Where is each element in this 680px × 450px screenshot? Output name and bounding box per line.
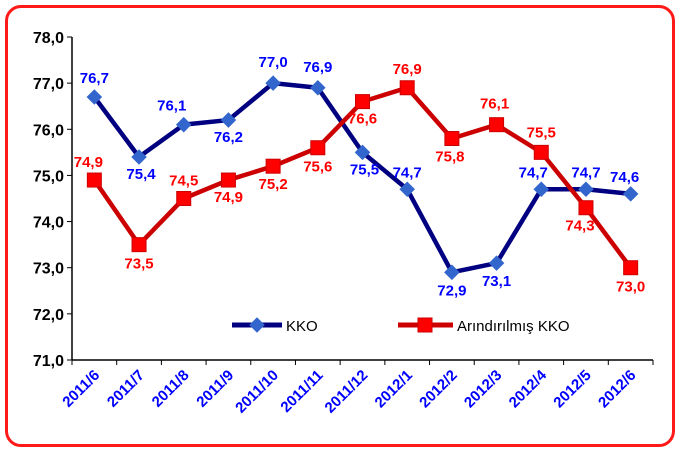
kko-point-marker — [354, 144, 371, 161]
x-tick-label: 2012/3 — [461, 367, 505, 411]
kko-data-label: 75,4 — [126, 166, 156, 183]
kko-data-label: 74,7 — [393, 164, 422, 181]
kko-point-marker — [533, 181, 550, 198]
y-tick-label: 71,0 — [33, 353, 64, 370]
arindirilmis-kko-point-marker — [399, 80, 415, 96]
kko-data-label: 76,2 — [214, 129, 243, 146]
y-tick-label: 78,0 — [33, 30, 64, 47]
arindirilmis-kko-data-label: 76,9 — [393, 61, 422, 78]
y-tick-label: 76,0 — [33, 122, 64, 139]
kko-data-label: 76,9 — [303, 59, 332, 76]
arindirilmis-kko-point-marker — [444, 131, 460, 147]
arindirilmis-kko-data-label: 74,3 — [565, 218, 594, 235]
kko-data-label: 74,6 — [610, 169, 639, 186]
kko-data-label: 76,1 — [157, 98, 186, 115]
arindirilmis-kko-point-marker — [220, 172, 236, 188]
arindirilmis-kko-data-label: 76,6 — [348, 111, 377, 128]
y-tick-label: 72,0 — [33, 307, 64, 324]
arindirilmis-kko-data-label: 76,1 — [480, 96, 509, 113]
x-tick-label: 2011/6 — [59, 367, 103, 411]
kko-data-label: 74,7 — [571, 164, 600, 181]
x-tick-label: 2012/2 — [416, 367, 460, 411]
arindirilmis-kko-point-marker — [623, 260, 639, 276]
arindirilmis-kko-point-marker — [265, 158, 281, 174]
arindirilmis-kko-data-label: 75,6 — [303, 159, 332, 176]
x-tick-label: 2011/8 — [149, 367, 193, 411]
arindirilmis-kko-data-label: 75,2 — [259, 176, 288, 193]
arindirilmis-kko-data-label: 73,5 — [124, 256, 153, 273]
kko-data-label: 72,9 — [437, 282, 466, 299]
legend-arindirilmis-marker — [417, 317, 433, 333]
arindirilmis-kko-point-marker — [131, 237, 147, 253]
x-axis-ticks: 2011/6 2011/7 2011/8 2011/92011/102011/1120… — [59, 360, 654, 417]
kko-point-marker — [175, 116, 192, 133]
arindirilmis-kko-point-marker — [578, 200, 594, 216]
x-tick-label: 2011/10 — [232, 367, 282, 417]
y-tick-label: 75,0 — [33, 168, 64, 185]
arindirilmis-kko-point-marker — [310, 140, 326, 156]
arindirilmis-kko-point-marker — [86, 172, 102, 188]
x-tick-label: 2011/12 — [322, 367, 372, 417]
arindirilmis-kko-data-label: 74,9 — [74, 154, 103, 171]
y-tick-label: 77,0 — [33, 76, 64, 93]
axes — [71, 37, 653, 361]
arindirilmis-kko-data-label: 75,5 — [527, 124, 556, 141]
arindirilmis-kko-point-marker — [533, 144, 549, 160]
arindirilmis-kko-data-label: 75,8 — [435, 149, 464, 166]
x-tick-label: 2012/6 — [595, 367, 639, 411]
kko-point-marker — [86, 89, 103, 105]
x-tick-label: 2011/11 — [277, 367, 326, 416]
arindirilmis-kko-point-marker — [355, 94, 370, 110]
legend-kko-label: KKO — [286, 318, 318, 335]
arindirilmis-kko-data-label: 74,9 — [214, 189, 243, 206]
kko-point-marker — [622, 186, 639, 202]
kko-point-marker — [220, 112, 237, 128]
x-tick-label: 2012/5 — [550, 367, 594, 411]
kko-point-marker — [578, 181, 594, 198]
chart-frame — [5, 5, 675, 447]
legend-kko-marker — [249, 317, 265, 333]
x-tick-label: 2012/1 — [372, 367, 416, 411]
legend: KKO Arındırılmış KKO — [232, 317, 570, 335]
x-tick-label: 2012/4 — [506, 366, 551, 411]
x-tick-label: 2011/7 — [104, 367, 148, 411]
arindirilmis-kko-data-label: 73,0 — [616, 279, 645, 296]
legend-arindirilmis-label: Arındırılmış KKO — [457, 318, 570, 335]
y-tick-label: 73,0 — [33, 261, 64, 278]
kko-data-label: 76,7 — [80, 70, 109, 87]
y-axis-ticks: 71,0 72,0 73,0 74,0 75,0 76,0 77,0 78,0 — [33, 30, 72, 370]
arindirilmis-kko-data-label: 74,5 — [169, 173, 198, 190]
data-labels: 76,7 75,4 76,1 76,2 77,0 76,9 75,5 74,7 72,9 73,1… — [74, 54, 646, 299]
x-tick-label: 2011/9 — [193, 367, 237, 411]
kko-point-marker — [131, 149, 147, 165]
kko-data-label: 74,7 — [519, 164, 548, 181]
y-tick-label: 74,0 — [33, 215, 64, 232]
kko-data-label: 77,0 — [259, 54, 288, 71]
kko-point-marker — [399, 181, 415, 198]
arindirilmis-kko-point-marker — [176, 191, 192, 206]
kko-data-label: 73,1 — [482, 273, 511, 290]
kko-data-label: 75,5 — [350, 161, 379, 178]
arindirilmis-kko-point-marker — [489, 117, 505, 133]
